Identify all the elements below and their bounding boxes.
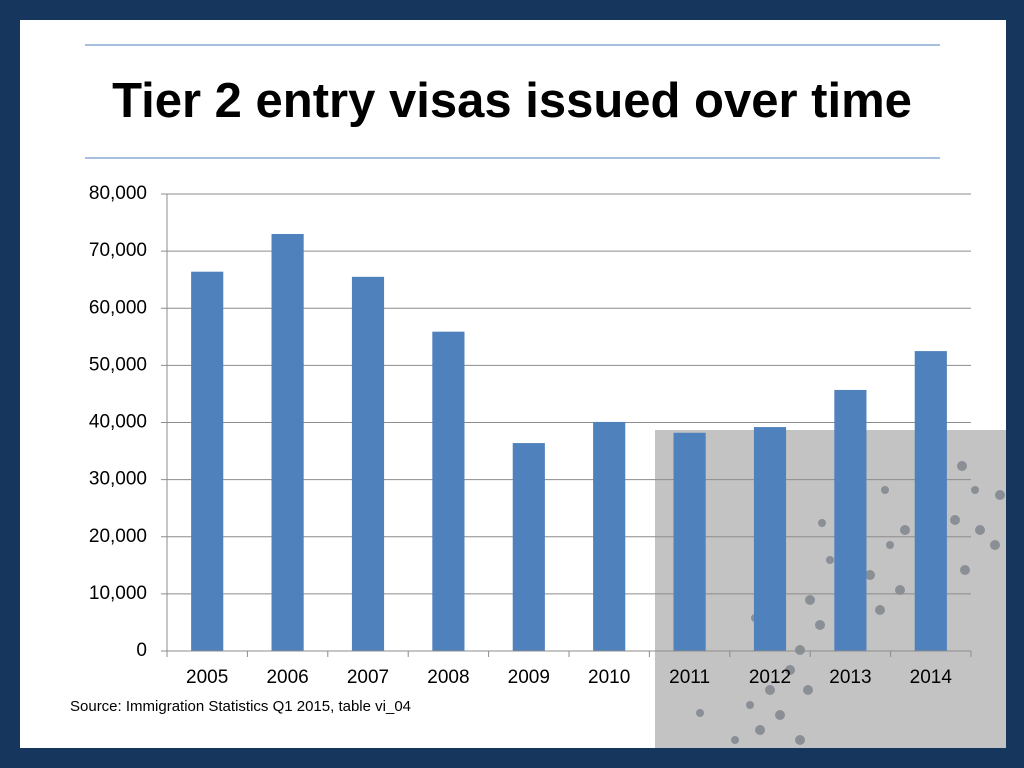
bar bbox=[271, 233, 304, 652]
y-tick-label: 10,000 bbox=[89, 583, 147, 604]
y-tick-label: 70,000 bbox=[89, 240, 147, 261]
bar bbox=[191, 271, 224, 651]
x-tick-label: 2008 bbox=[427, 667, 469, 688]
decor-image bbox=[655, 430, 1006, 748]
x-tick-label: 2011 bbox=[669, 667, 710, 688]
x-tick-label: 2009 bbox=[508, 667, 550, 688]
y-tick-label: 20,000 bbox=[89, 526, 147, 547]
y-tick-label: 50,000 bbox=[89, 354, 147, 375]
x-tick-label: 2005 bbox=[186, 667, 228, 688]
x-tick-label: 2014 bbox=[910, 667, 953, 688]
x-tick-label: 2010 bbox=[588, 667, 630, 688]
bar bbox=[914, 351, 947, 651]
y-tick-label: 80,000 bbox=[89, 183, 147, 204]
bar bbox=[753, 427, 787, 651]
y-tick-label: 0 bbox=[136, 640, 147, 661]
x-tick-label: 2013 bbox=[829, 667, 871, 688]
bar bbox=[673, 432, 706, 651]
bar bbox=[834, 389, 867, 651]
bar bbox=[593, 421, 626, 651]
decor-dots bbox=[696, 461, 1005, 745]
decor-bg bbox=[655, 430, 1006, 748]
y-tick-label: 30,000 bbox=[89, 469, 147, 490]
y-tick-label: 40,000 bbox=[89, 412, 147, 433]
bar bbox=[432, 331, 465, 651]
y-tick-label: 60,000 bbox=[89, 297, 147, 318]
chart-title: Tier 2 entry visas issued over time bbox=[112, 74, 912, 128]
source-note: Source: Immigration Statistics Q1 2015, … bbox=[70, 698, 411, 715]
bar bbox=[351, 276, 385, 651]
x-tick-label: 2007 bbox=[347, 667, 389, 688]
x-tick-label: 2012 bbox=[749, 667, 791, 688]
bar bbox=[512, 443, 545, 651]
x-tick-label: 2006 bbox=[266, 667, 308, 688]
